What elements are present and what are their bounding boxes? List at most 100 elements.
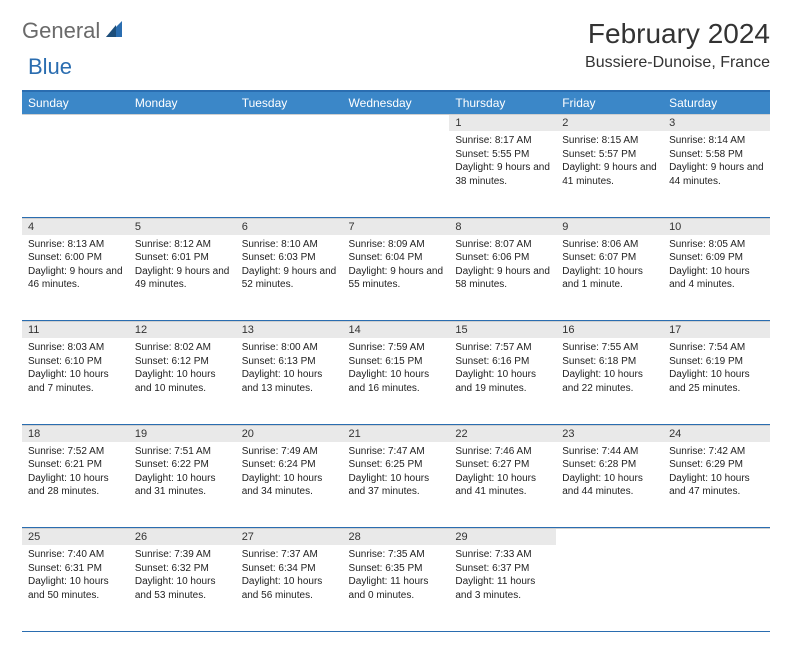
calendar-day-cell: Sunrise: 8:10 AMSunset: 6:03 PMDaylight:… xyxy=(236,235,343,321)
day-number: 8 xyxy=(449,218,556,235)
calendar-week-daynum-row: 123 xyxy=(22,114,770,131)
day-details: Sunrise: 7:35 AMSunset: 6:35 PMDaylight:… xyxy=(343,545,450,606)
calendar-day-cell: Sunrise: 7:44 AMSunset: 6:28 PMDaylight:… xyxy=(556,442,663,528)
calendar-week-content-row: Sunrise: 8:03 AMSunset: 6:10 PMDaylight:… xyxy=(22,338,770,424)
sunrise-text: Sunrise: 7:44 AM xyxy=(562,445,657,459)
calendar-daynum-cell: 6 xyxy=(236,217,343,235)
daylight-text: Daylight: 10 hours and 7 minutes. xyxy=(28,368,123,395)
calendar-week-content-row: Sunrise: 7:52 AMSunset: 6:21 PMDaylight:… xyxy=(22,442,770,528)
daylight-text: Daylight: 10 hours and 25 minutes. xyxy=(669,368,764,395)
sunset-text: Sunset: 6:29 PM xyxy=(669,458,764,472)
day-details: Sunrise: 8:05 AMSunset: 6:09 PMDaylight:… xyxy=(663,235,770,296)
calendar-day-cell: Sunrise: 7:46 AMSunset: 6:27 PMDaylight:… xyxy=(449,442,556,528)
day-number: 5 xyxy=(129,218,236,235)
daylight-text: Daylight: 10 hours and 1 minute. xyxy=(562,265,657,292)
calendar-week-daynum-row: 18192021222324 xyxy=(22,424,770,442)
calendar-day-header: Wednesday xyxy=(343,91,450,114)
calendar-daynum-cell xyxy=(556,528,663,546)
day-number: 25 xyxy=(22,528,129,545)
sunrise-text: Sunrise: 7:55 AM xyxy=(562,341,657,355)
calendar-week-daynum-row: 11121314151617 xyxy=(22,321,770,339)
day-details: Sunrise: 7:46 AMSunset: 6:27 PMDaylight:… xyxy=(449,442,556,503)
day-details: Sunrise: 8:17 AMSunset: 5:55 PMDaylight:… xyxy=(449,131,556,192)
day-number: 14 xyxy=(343,321,450,338)
daylight-text: Daylight: 10 hours and 47 minutes. xyxy=(669,472,764,499)
day-number: 9 xyxy=(556,218,663,235)
page-title: February 2024 xyxy=(585,18,770,50)
day-number: 7 xyxy=(343,218,450,235)
calendar-week-content-row: Sunrise: 7:40 AMSunset: 6:31 PMDaylight:… xyxy=(22,545,770,631)
calendar-daynum-cell: 13 xyxy=(236,321,343,339)
sunset-text: Sunset: 6:35 PM xyxy=(349,562,444,576)
day-number: 11 xyxy=(22,321,129,338)
day-details: Sunrise: 7:39 AMSunset: 6:32 PMDaylight:… xyxy=(129,545,236,606)
day-number: 2 xyxy=(556,114,663,131)
sunset-text: Sunset: 6:01 PM xyxy=(135,251,230,265)
day-details: Sunrise: 8:15 AMSunset: 5:57 PMDaylight:… xyxy=(556,131,663,192)
daylight-text: Daylight: 10 hours and 19 minutes. xyxy=(455,368,550,395)
day-number: 18 xyxy=(22,425,129,442)
sunset-text: Sunset: 6:19 PM xyxy=(669,355,764,369)
daylight-text: Daylight: 10 hours and 13 minutes. xyxy=(242,368,337,395)
daylight-text: Daylight: 10 hours and 37 minutes. xyxy=(349,472,444,499)
sunset-text: Sunset: 6:16 PM xyxy=(455,355,550,369)
calendar-day-cell xyxy=(663,545,770,631)
day-details: Sunrise: 8:06 AMSunset: 6:07 PMDaylight:… xyxy=(556,235,663,296)
daylight-text: Daylight: 9 hours and 55 minutes. xyxy=(349,265,444,292)
calendar-day-cell: Sunrise: 7:37 AMSunset: 6:34 PMDaylight:… xyxy=(236,545,343,631)
calendar-daynum-cell: 26 xyxy=(129,528,236,546)
day-number: 4 xyxy=(22,218,129,235)
day-number: 21 xyxy=(343,425,450,442)
daylight-text: Daylight: 10 hours and 28 minutes. xyxy=(28,472,123,499)
calendar-daynum-cell: 23 xyxy=(556,424,663,442)
sunset-text: Sunset: 5:55 PM xyxy=(455,148,550,162)
day-details: Sunrise: 7:52 AMSunset: 6:21 PMDaylight:… xyxy=(22,442,129,503)
calendar-day-cell: Sunrise: 7:33 AMSunset: 6:37 PMDaylight:… xyxy=(449,545,556,631)
calendar-daynum-cell xyxy=(129,114,236,131)
calendar-week-daynum-row: 2526272829 xyxy=(22,528,770,546)
calendar-daynum-cell: 24 xyxy=(663,424,770,442)
day-details: Sunrise: 7:42 AMSunset: 6:29 PMDaylight:… xyxy=(663,442,770,503)
calendar-daynum-cell xyxy=(22,114,129,131)
calendar-daynum-cell: 5 xyxy=(129,217,236,235)
calendar-daynum-cell: 4 xyxy=(22,217,129,235)
calendar-day-cell: Sunrise: 7:47 AMSunset: 6:25 PMDaylight:… xyxy=(343,442,450,528)
calendar-day-cell: Sunrise: 7:55 AMSunset: 6:18 PMDaylight:… xyxy=(556,338,663,424)
sunset-text: Sunset: 6:07 PM xyxy=(562,251,657,265)
sunrise-text: Sunrise: 8:00 AM xyxy=(242,341,337,355)
day-number: 6 xyxy=(236,218,343,235)
day-details: Sunrise: 7:55 AMSunset: 6:18 PMDaylight:… xyxy=(556,338,663,399)
day-number: 27 xyxy=(236,528,343,545)
calendar-day-cell: Sunrise: 7:40 AMSunset: 6:31 PMDaylight:… xyxy=(22,545,129,631)
calendar-day-cell: Sunrise: 8:07 AMSunset: 6:06 PMDaylight:… xyxy=(449,235,556,321)
day-number: 10 xyxy=(663,218,770,235)
calendar-day-header: Friday xyxy=(556,91,663,114)
day-number: 16 xyxy=(556,321,663,338)
sunrise-text: Sunrise: 7:39 AM xyxy=(135,548,230,562)
day-details: Sunrise: 8:09 AMSunset: 6:04 PMDaylight:… xyxy=(343,235,450,296)
calendar-day-cell: Sunrise: 8:17 AMSunset: 5:55 PMDaylight:… xyxy=(449,131,556,217)
sunrise-text: Sunrise: 8:13 AM xyxy=(28,238,123,252)
day-number: 13 xyxy=(236,321,343,338)
sunrise-text: Sunrise: 8:06 AM xyxy=(562,238,657,252)
daylight-text: Daylight: 11 hours and 3 minutes. xyxy=(455,575,550,602)
sunset-text: Sunset: 6:31 PM xyxy=(28,562,123,576)
day-details: Sunrise: 8:02 AMSunset: 6:12 PMDaylight:… xyxy=(129,338,236,399)
calendar-day-cell: Sunrise: 8:14 AMSunset: 5:58 PMDaylight:… xyxy=(663,131,770,217)
sunset-text: Sunset: 6:24 PM xyxy=(242,458,337,472)
sunset-text: Sunset: 5:58 PM xyxy=(669,148,764,162)
calendar-day-cell xyxy=(343,131,450,217)
day-number: 28 xyxy=(343,528,450,545)
sunrise-text: Sunrise: 7:59 AM xyxy=(349,341,444,355)
daylight-text: Daylight: 10 hours and 4 minutes. xyxy=(669,265,764,292)
day-number: 22 xyxy=(449,425,556,442)
daylight-text: Daylight: 9 hours and 41 minutes. xyxy=(562,161,657,188)
calendar-day-header: Thursday xyxy=(449,91,556,114)
day-details: Sunrise: 7:47 AMSunset: 6:25 PMDaylight:… xyxy=(343,442,450,503)
calendar-day-cell: Sunrise: 7:59 AMSunset: 6:15 PMDaylight:… xyxy=(343,338,450,424)
calendar-day-cell: Sunrise: 8:03 AMSunset: 6:10 PMDaylight:… xyxy=(22,338,129,424)
calendar-daynum-cell: 9 xyxy=(556,217,663,235)
sunrise-text: Sunrise: 7:37 AM xyxy=(242,548,337,562)
calendar-daynum-cell: 2 xyxy=(556,114,663,131)
day-details: Sunrise: 7:59 AMSunset: 6:15 PMDaylight:… xyxy=(343,338,450,399)
